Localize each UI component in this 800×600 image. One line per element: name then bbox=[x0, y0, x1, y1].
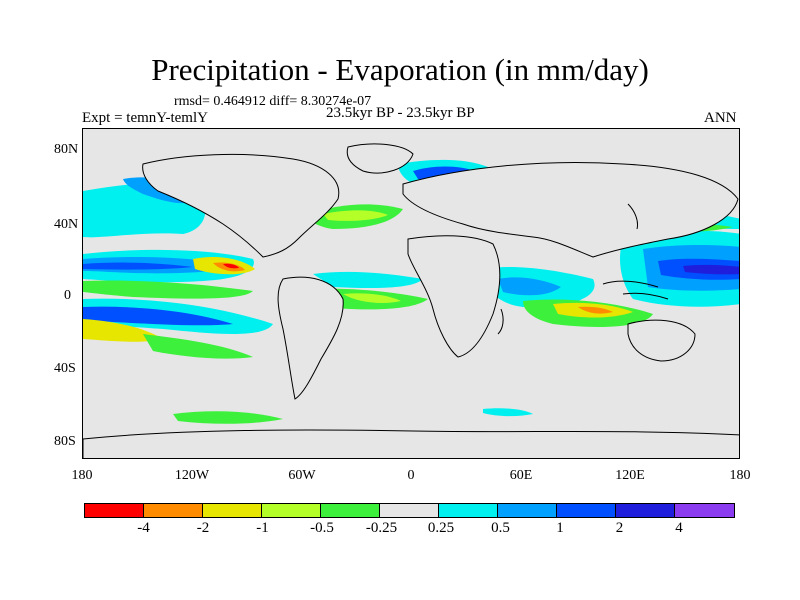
plot-title: Precipitation - Evaporation (in mm/day) bbox=[151, 52, 649, 87]
field-southern-cyan bbox=[483, 408, 533, 417]
field-eq-pacific-green bbox=[83, 280, 253, 299]
land-africa bbox=[407, 235, 501, 358]
field-spcz-blue bbox=[83, 306, 233, 326]
legend-label-5: 0.25 bbox=[427, 520, 455, 536]
legend-swatch-2 bbox=[203, 504, 262, 517]
land-north-america bbox=[142, 153, 340, 258]
field-gulf-stream-yellow bbox=[323, 210, 388, 221]
legend-label-4: -0.25 bbox=[365, 520, 398, 536]
field-w-pacific-purple bbox=[683, 264, 739, 275]
field-atlantic-yellow bbox=[343, 293, 401, 303]
legend-label-7: 1 bbox=[556, 520, 564, 536]
y-tick-0: 0 bbox=[64, 288, 71, 303]
y-tick-80s: 80S bbox=[54, 434, 76, 449]
x-tick-180-left: 180 bbox=[71, 468, 93, 483]
season-label: ANN bbox=[704, 110, 737, 126]
legend-swatch-5 bbox=[380, 504, 439, 517]
land-australia bbox=[627, 319, 696, 362]
land-antarctica bbox=[83, 429, 739, 458]
x-tick-120e: 120E bbox=[615, 468, 645, 483]
legend-label-0: -4 bbox=[137, 520, 150, 536]
land-europe-asia bbox=[402, 162, 739, 258]
legend-swatch-10 bbox=[675, 504, 734, 517]
legend-swatch-4 bbox=[321, 504, 380, 517]
legend-swatch-0 bbox=[85, 504, 144, 517]
land-madagascar bbox=[497, 308, 504, 335]
x-tick-180-right: 180 bbox=[729, 468, 751, 483]
legend-swatch-3 bbox=[262, 504, 321, 517]
experiment-label: Expt = temnY-temlY bbox=[82, 110, 208, 126]
legend-label-2: -1 bbox=[256, 520, 269, 536]
land-greenland bbox=[346, 143, 414, 174]
x-tick-60e: 60E bbox=[509, 468, 533, 483]
x-tick-120w: 120W bbox=[174, 468, 210, 483]
x-tick-60w: 60W bbox=[288, 468, 316, 483]
land-south-america bbox=[277, 276, 344, 400]
field-indian-orange bbox=[578, 306, 613, 314]
legend-label-8: 2 bbox=[615, 520, 624, 536]
legend-label-1: -2 bbox=[196, 520, 210, 536]
legend-swatch-8 bbox=[557, 504, 616, 517]
legend-swatch-7 bbox=[498, 504, 557, 517]
statistics-text: rmsd= 0.464912 diff= 8.30274e-07 bbox=[174, 94, 372, 109]
field-spcz-green bbox=[143, 334, 253, 359]
field-spcz-yellow bbox=[83, 319, 163, 342]
field-indian-blue bbox=[498, 277, 561, 296]
field-atlantic-cyan bbox=[313, 271, 423, 289]
field-e-pacific-red bbox=[223, 263, 239, 269]
legend-swatch-9 bbox=[616, 504, 675, 517]
x-tick-0: 0 bbox=[407, 468, 415, 483]
legend-label-6: 0.5 bbox=[491, 520, 510, 536]
y-tick-40n: 40N bbox=[54, 217, 79, 232]
legend-label-3: -0.5 bbox=[310, 520, 334, 536]
precipitation-map bbox=[83, 129, 739, 458]
legend-label-9: 4 bbox=[675, 520, 683, 536]
field-southern-green bbox=[173, 411, 283, 424]
y-tick-40s: 40S bbox=[54, 361, 76, 376]
map-panel bbox=[82, 128, 740, 459]
land-indonesia bbox=[602, 280, 669, 300]
land-japan bbox=[627, 203, 638, 230]
legend-swatch-6 bbox=[439, 504, 498, 517]
legend-colorbar bbox=[84, 503, 735, 518]
legend-swatch-1 bbox=[144, 504, 203, 517]
period-label: 23.5kyr BP - 23.5kyr BP bbox=[326, 105, 475, 121]
field-itcz-dark bbox=[83, 262, 193, 270]
y-tick-80n: 80N bbox=[54, 142, 79, 157]
